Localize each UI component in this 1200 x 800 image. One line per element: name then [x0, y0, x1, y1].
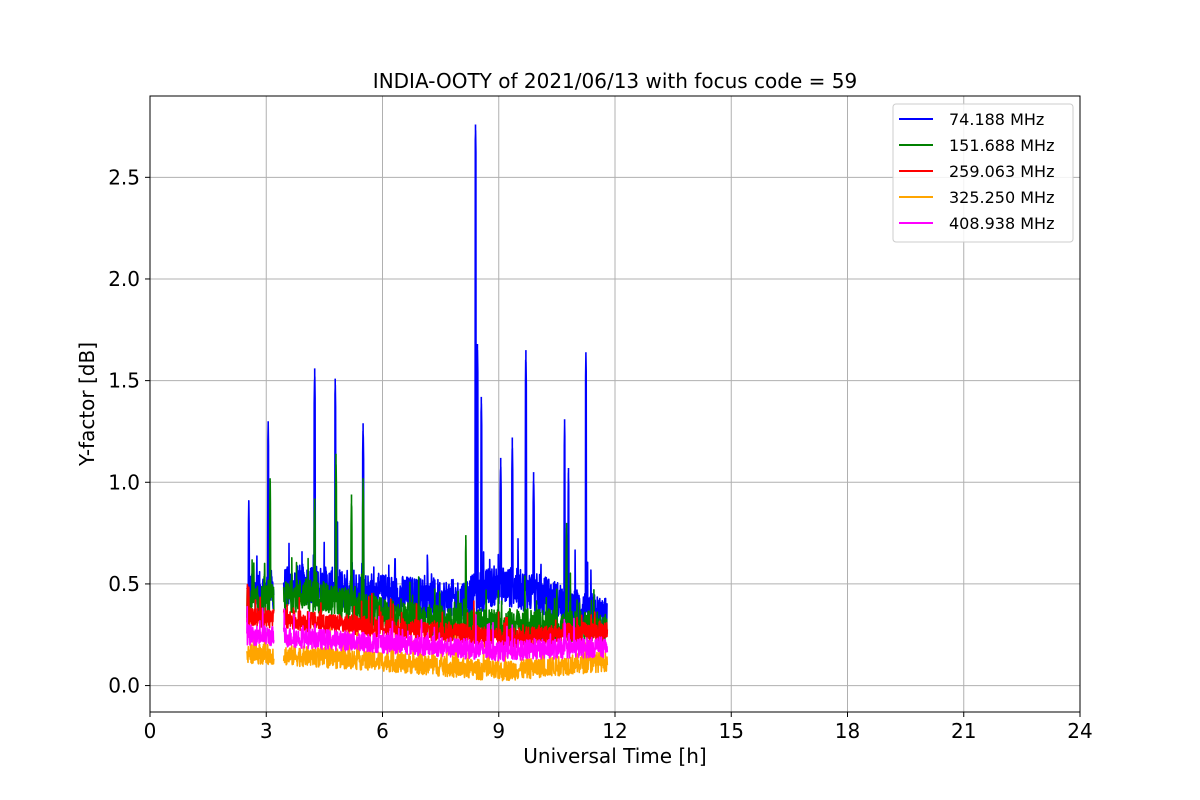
x-tick-label: 21	[951, 719, 976, 743]
chart-title: INDIA-OOTY of 2021/06/13 with focus code…	[373, 69, 857, 93]
x-tick-label: 9	[492, 719, 505, 743]
y-tick-label: 0.5	[108, 572, 140, 596]
legend-label: 259.063 MHz	[949, 162, 1054, 181]
legend: 74.188 MHz 151.688 MHz 259.063 MHz 325.250 …	[892, 103, 1074, 243]
x-tick-label: 24	[1067, 719, 1092, 743]
series-line	[246, 628, 609, 682]
y-tick-label: 2.5	[108, 165, 140, 189]
legend-label: 325.250 MHz	[949, 188, 1054, 207]
series-line	[246, 605, 609, 662]
x-tick-label: 12	[602, 719, 627, 743]
legend-box	[892, 103, 1074, 243]
y-axis-label: Y-factor [dB]	[75, 342, 99, 467]
x-tick-label: 3	[260, 719, 273, 743]
y-tick-label: 1.5	[108, 369, 140, 393]
legend-label: 74.188 MHz	[949, 110, 1044, 129]
y-tick-label: 0.0	[108, 674, 140, 698]
legend-label: 151.688 MHz	[949, 136, 1054, 155]
series-layer	[246, 124, 609, 682]
axis-ticks: 0 3 6 9 12 15 18 21 24 0.0 0.5 1.0 1.5 2.0 2.5	[108, 165, 1093, 743]
y-tick-label: 1.0	[108, 470, 140, 494]
x-tick-label: 15	[719, 719, 744, 743]
x-tick-label: 6	[376, 719, 389, 743]
x-tick-label: 0	[144, 719, 157, 743]
x-tick-label: 18	[835, 719, 860, 743]
x-axis-label: Universal Time [h]	[523, 744, 706, 768]
y-tick-label: 2.0	[108, 267, 140, 291]
legend-label: 408.938 MHz	[949, 214, 1054, 233]
